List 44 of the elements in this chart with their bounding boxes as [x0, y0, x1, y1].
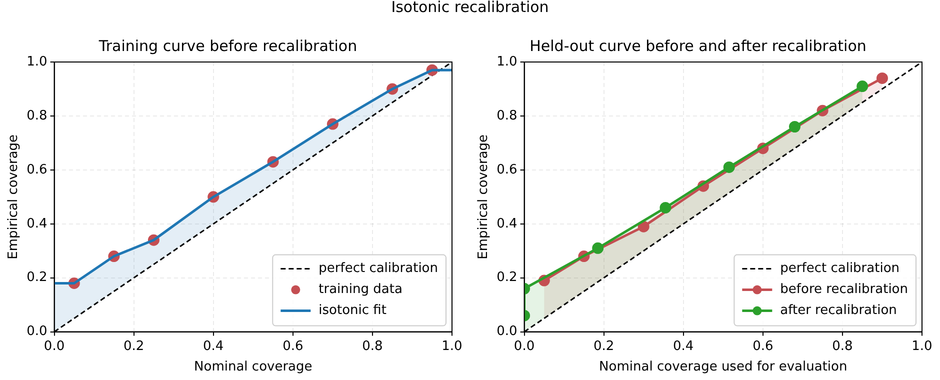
- legend-label: perfect calibration: [318, 261, 438, 276]
- y-tick-label: 0.0: [26, 324, 48, 340]
- x-tick-label: 0.6: [282, 338, 304, 354]
- x-tick-label: 0.2: [123, 338, 144, 354]
- legend-label: training data: [318, 282, 402, 298]
- y-tick-label: 1.0: [496, 54, 518, 70]
- y-tick-label: 0.2: [496, 270, 518, 286]
- x-tick-label: 1.0: [442, 338, 462, 354]
- x-axis-title: Nominal coverage used for evaluation: [599, 360, 848, 375]
- y-tick-label: 0.0: [496, 324, 518, 340]
- y-axis-title: Empirical coverage: [476, 134, 492, 260]
- y-tick-label: 1.0: [26, 54, 48, 70]
- legend-label: perfect calibration: [780, 261, 900, 276]
- y-tick-label: 0.2: [26, 270, 48, 286]
- legend-label: before recalibration: [780, 282, 908, 298]
- x-tick-label: 0.0: [44, 338, 65, 354]
- y-axis-title: Empirical coverage: [6, 134, 22, 260]
- x-axis-title: Nominal coverage: [194, 360, 312, 375]
- y-tick-label: 0.4: [26, 216, 48, 232]
- point: [788, 121, 800, 132]
- point: [856, 80, 868, 92]
- point: [876, 72, 888, 84]
- y-tick-label: 0.6: [496, 162, 518, 178]
- legend-label: isotonic fit: [318, 303, 386, 318]
- text: Isotonic recalibration: [390, 0, 550, 16]
- point: [723, 161, 735, 173]
- x-tick-label: 0.8: [362, 338, 383, 354]
- chart-title: Held-out curve before and after recalibration: [530, 36, 866, 55]
- chart-title: Training curve before recalibration: [98, 36, 358, 55]
- x-tick-label: 0.4: [203, 338, 224, 354]
- point: [592, 242, 604, 254]
- x-tick-label: 0.2: [593, 338, 614, 354]
- y-tick-label: 0.4: [496, 216, 518, 232]
- x-tick-label: 0.6: [752, 338, 774, 354]
- point: [638, 220, 650, 232]
- y-tick-label: 0.8: [26, 108, 48, 124]
- y-tick-label: 0.6: [26, 162, 48, 178]
- x-tick-label: 0.0: [514, 338, 535, 354]
- x-tick-label: 1.0: [912, 338, 932, 354]
- point: [660, 202, 672, 214]
- x-tick-label: 0.4: [673, 338, 694, 354]
- x-tick-label: 0.8: [832, 338, 853, 354]
- y-tick-label: 0.8: [496, 108, 518, 124]
- legend-label: after recalibration: [780, 303, 897, 318]
